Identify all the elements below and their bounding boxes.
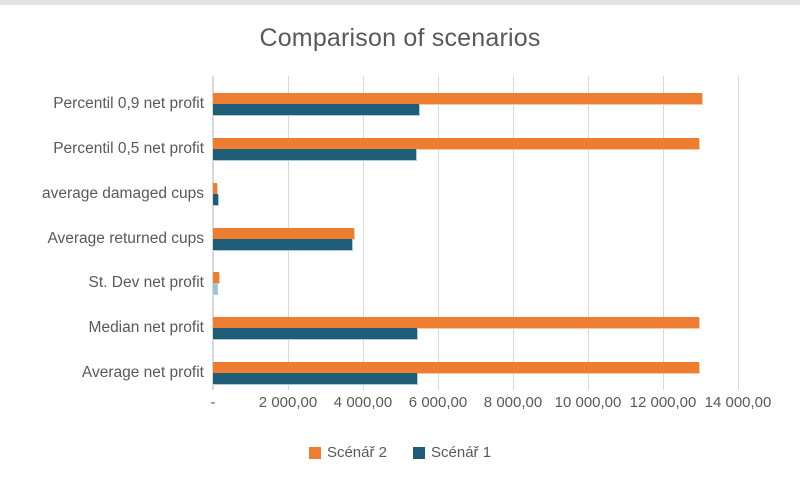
category-label: Median net profit xyxy=(88,319,204,337)
gridline xyxy=(588,76,589,390)
bar-scenario1 xyxy=(213,238,352,250)
chart-title: Comparison of scenarios xyxy=(259,24,541,52)
legend-label: Scénář 1 xyxy=(431,444,492,461)
value-axis-label: 6 000,00 xyxy=(408,394,468,411)
legend-label: Scénář 2 xyxy=(326,444,387,461)
bar-scenario2 xyxy=(213,317,699,329)
bar-scenario1 xyxy=(213,373,418,385)
category-label: Percentil 0,5 net profit xyxy=(53,139,204,157)
bar-scenario2 xyxy=(213,272,219,284)
value-axis-label: 2 000,00 xyxy=(258,394,318,411)
value-axis-label: 10 000,00 xyxy=(554,394,622,411)
category-label: Average net profit xyxy=(81,364,204,382)
value-axis-label: 14 000,00 xyxy=(704,394,772,411)
category-label: Percentil 0,9 net profit xyxy=(53,95,204,112)
gridline xyxy=(513,76,514,390)
gridline xyxy=(438,76,439,390)
bar-scenario2 xyxy=(213,362,699,374)
bar-scenario1 xyxy=(213,104,420,115)
bar-scenario1 xyxy=(213,328,418,340)
legend-item-scenario2: Scénář 2 xyxy=(308,444,387,461)
bar-scenario1 xyxy=(213,148,416,160)
gridline xyxy=(738,76,739,390)
bar-scenario1 xyxy=(213,193,218,205)
bar-scenario1 xyxy=(213,283,217,295)
bar-scenario2 xyxy=(213,93,703,104)
category-label: St. Dev net profit xyxy=(88,274,204,292)
value-axis-label: 8 000,00 xyxy=(483,394,543,411)
legend: Scénář 2 Scénář 1 xyxy=(0,444,800,461)
value-axis-label: 4 000,00 xyxy=(333,394,393,411)
gridline xyxy=(363,76,364,390)
window-top-border xyxy=(0,0,800,5)
gridline xyxy=(663,76,664,390)
bar-scenario2 xyxy=(213,227,354,239)
bar-scenario2 xyxy=(213,182,218,194)
legend-swatch-icon xyxy=(413,446,425,459)
legend-swatch-icon xyxy=(308,446,321,459)
value-axis-label: - xyxy=(210,394,216,411)
bar-scenario2 xyxy=(213,137,699,149)
category-label: average damaged cups xyxy=(41,184,204,202)
category-label: Average returned cups xyxy=(47,229,204,247)
legend-item-scenario1: Scénář 1 xyxy=(413,444,491,461)
value-axis-label: 12 000,00 xyxy=(629,394,697,411)
